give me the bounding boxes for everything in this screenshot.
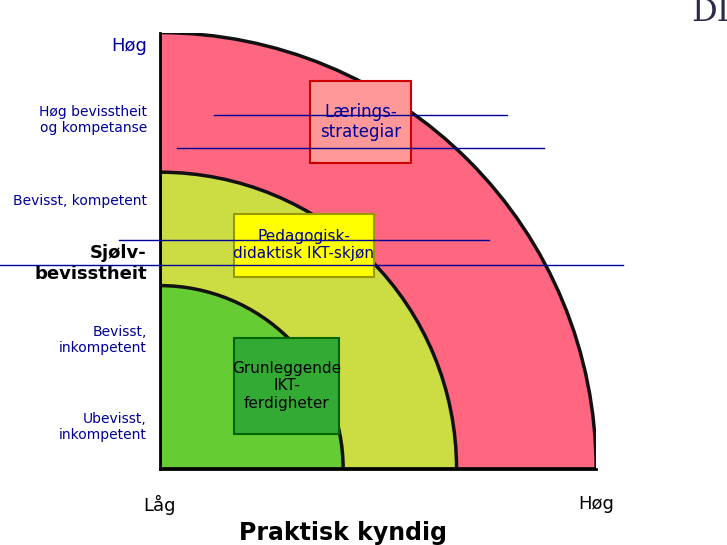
Wedge shape bbox=[160, 33, 596, 469]
FancyBboxPatch shape bbox=[234, 338, 339, 434]
Text: Bevisst,
inkompetent: Bevisst, inkompetent bbox=[59, 325, 147, 355]
Wedge shape bbox=[160, 286, 343, 469]
Text: Praktisk kyndig: Praktisk kyndig bbox=[239, 521, 447, 545]
Text: Grunleggende
IKT-
ferdigheter: Grunleggende IKT- ferdigheter bbox=[232, 361, 341, 411]
Text: Høg: Høg bbox=[111, 37, 147, 54]
FancyBboxPatch shape bbox=[310, 81, 411, 164]
FancyBboxPatch shape bbox=[234, 214, 374, 277]
Text: Lærings-
strategiar: Lærings- strategiar bbox=[320, 102, 401, 141]
Text: Høg bevisstheit
og kompetanse: Høg bevisstheit og kompetanse bbox=[39, 105, 147, 135]
Text: Ubevisst,
inkompetent: Ubevisst, inkompetent bbox=[59, 412, 147, 443]
Text: Låg: Låg bbox=[144, 495, 176, 515]
Wedge shape bbox=[160, 172, 457, 469]
Text: Høg: Høg bbox=[578, 495, 614, 513]
Text: Bevisst, kompetent: Bevisst, kompetent bbox=[13, 193, 147, 208]
Text: Sjølv-
bevisstheit: Sjølv- bevisstheit bbox=[34, 244, 147, 283]
Text: Pedagogisk-
didaktisk IKT-skjøn: Pedagogisk- didaktisk IKT-skjøn bbox=[233, 229, 374, 262]
Text: DIGITAL: DIGITAL bbox=[691, 0, 727, 28]
